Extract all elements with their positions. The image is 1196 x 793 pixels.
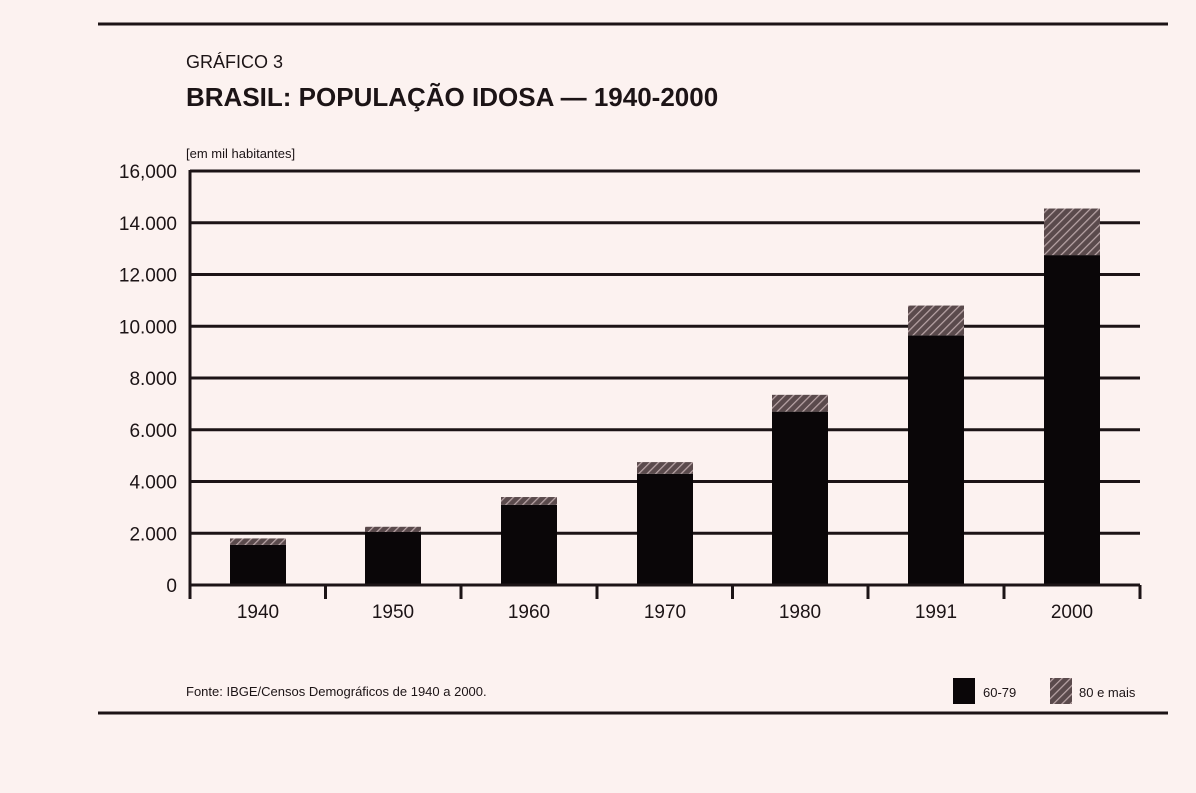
bar-60-79: [1044, 255, 1100, 585]
x-axis: 1940 1950 1960 1970 1980 1991 2000: [188, 170, 1142, 623]
chart-title: BRASIL: POPULAÇÃO IDOSA — 1940-2000: [186, 82, 718, 112]
legend-swatch-80-e-mais: [1050, 678, 1072, 704]
y-axis-ticks: 0 2.000 4.000 6.000 8.000 10.000 12.000 14.000 1…: [119, 162, 177, 597]
legend-label-60-79: 60-79: [983, 685, 1016, 700]
x-tick-label: 1950: [372, 602, 414, 623]
y-tick-label: 0: [166, 576, 177, 597]
bar-80-e-mais: [637, 462, 693, 474]
bar-60-79: [230, 544, 286, 585]
bar-80-e-mais: [1044, 208, 1100, 256]
source-note: Fonte: IBGE/Censos Demográficos de 1940 …: [186, 684, 487, 699]
bar-80-e-mais: [230, 538, 286, 545]
bar-60-79: [365, 531, 421, 585]
y-tick-label: 6.000: [129, 421, 177, 442]
bars: [230, 208, 1100, 585]
x-tick-label: 1970: [644, 602, 686, 623]
y-tick-label: 2.000: [129, 524, 177, 545]
y-tick-label: 10.000: [119, 317, 177, 338]
y-tick-label: 14.000: [119, 214, 177, 235]
bar-60-79: [501, 504, 557, 585]
bar-60-79: [637, 473, 693, 585]
figure-label: GRÁFICO 3: [186, 52, 283, 72]
grid-lines: [190, 169, 1140, 535]
bar-80-e-mais: [908, 305, 964, 336]
legend: 60-79 80 e mais: [953, 678, 1136, 704]
unit-label: [em mil habitantes]: [186, 146, 295, 161]
legend-swatch-60-79: [953, 678, 975, 704]
bar-80-e-mais: [772, 394, 828, 412]
x-tick-label: 1991: [915, 602, 957, 623]
y-tick-label: 8.000: [129, 369, 177, 390]
y-tick-label: 4.000: [129, 473, 177, 494]
bar-80-e-mais: [365, 526, 421, 532]
x-tick-label: 2000: [1051, 602, 1093, 623]
bar-60-79: [772, 411, 828, 585]
bar-80-e-mais: [501, 497, 557, 505]
y-tick-label: 16,000: [119, 162, 177, 183]
bar-60-79: [908, 335, 964, 585]
y-tick-label: 12.000: [119, 266, 177, 287]
legend-label-80-e-mais: 80 e mais: [1079, 685, 1136, 700]
x-tick-label: 1980: [779, 602, 821, 623]
x-tick-label: 1960: [508, 602, 550, 623]
x-tick-label: 1940: [237, 602, 279, 623]
